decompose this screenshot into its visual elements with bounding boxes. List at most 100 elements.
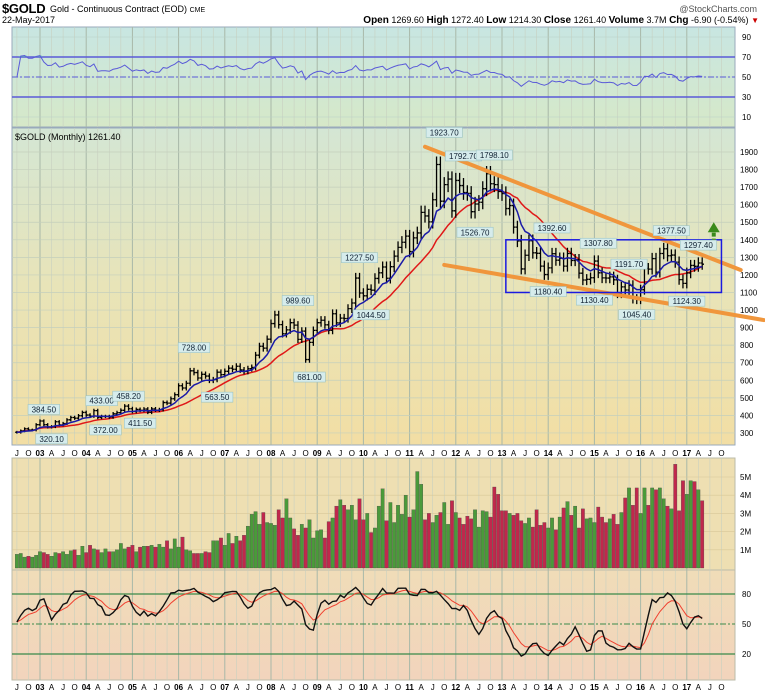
volume-bar (492, 486, 497, 569)
price-annotation-box (533, 222, 571, 234)
x-axis-tick-label: J (154, 449, 158, 458)
volume-bar (469, 518, 474, 569)
bottom-x-axis-tick-label: O (164, 683, 170, 692)
bottom-x-axis-tick-label: A (511, 683, 517, 692)
volume-bar (22, 556, 27, 569)
bottom-x-axis-tick-label: 12 (451, 683, 460, 692)
price-bar (604, 272, 608, 284)
volume-bar (473, 509, 477, 569)
volume-bar (145, 546, 150, 569)
stochastic-axis-label: 80 (742, 590, 751, 599)
brand-link[interactable]: @StockCharts.com (679, 4, 757, 14)
bottom-x-axis-tick-label: 16 (636, 683, 645, 692)
volume-bar (446, 524, 450, 569)
stochastic-axis-label: 20 (742, 650, 751, 659)
volume-bar (153, 546, 158, 569)
bottom-x-axis-tick-label: O (534, 683, 540, 692)
volume-bar (523, 523, 527, 569)
price-annotation-box (425, 127, 463, 138)
volume-bar (226, 533, 231, 569)
price-bar (257, 342, 262, 359)
volume-bar (457, 517, 462, 569)
volume-bar (207, 552, 212, 569)
volume-bar (184, 549, 189, 569)
volume-bar (284, 498, 289, 569)
x-axis-tick-label: A (696, 449, 702, 458)
bottom-x-axis-tick-label: J (523, 683, 527, 692)
volume-bar (92, 548, 96, 569)
price-axis-label: 500 (740, 394, 754, 403)
volume-bar (319, 529, 323, 569)
volume-bar (249, 514, 254, 569)
volume-bar (403, 495, 408, 569)
price-axis-label: 800 (740, 341, 754, 350)
bottom-x-axis-tick-label: A (234, 683, 240, 692)
volume-bar (500, 510, 504, 569)
bottom-x-axis-tick-label: J (662, 683, 666, 692)
bottom-x-axis-tick-label: A (326, 683, 332, 692)
volume-axis-label: 1M (740, 546, 751, 555)
price-annotation-box (456, 226, 494, 238)
x-axis-tick-label: O (303, 449, 309, 458)
price-axis-label: 300 (740, 429, 754, 438)
x-axis-tick-label: A (603, 449, 609, 458)
volume-bar (219, 537, 223, 569)
volume-axis-label: 5M (740, 473, 751, 482)
bottom-x-axis-tick-label: J (15, 683, 19, 692)
volume-bar (49, 556, 54, 569)
price-bar (661, 242, 666, 260)
volume-bar (61, 551, 65, 569)
volume-bar (84, 552, 89, 569)
x-axis-tick-label: 04 (82, 449, 91, 458)
price-annotation-box (281, 295, 315, 306)
price-annotation: 1044.50 (357, 311, 386, 320)
volume-bar (477, 526, 481, 569)
price-bar (365, 284, 370, 301)
price-annotation-box (575, 294, 613, 306)
x-axis-tick-label: O (534, 449, 540, 458)
price-bar (534, 246, 539, 260)
bottom-x-axis-tick-label: O (118, 683, 124, 692)
price-annotation: 433.00 (89, 397, 114, 406)
price-bar (226, 365, 231, 375)
volume-bar (573, 505, 578, 569)
price-bar (415, 226, 420, 245)
price-annotation: 384.50 (32, 405, 57, 414)
x-axis-tick-label: O (210, 449, 216, 458)
bottom-x-axis-tick-label: 03 (36, 683, 45, 692)
x-axis-tick-label: J (431, 449, 435, 458)
price-annotation-box (679, 239, 717, 251)
x-axis-tick-label: J (200, 449, 204, 458)
volume-bar (34, 555, 39, 569)
stochastic-panel (11, 569, 736, 681)
x-axis-tick-label: A (511, 449, 517, 458)
bottom-x-axis-tick-label: O (72, 683, 78, 692)
price-annotation: 1124.30 (673, 297, 702, 306)
bottom-x-axis-tick-label: J (385, 683, 389, 692)
volume-bar (519, 520, 524, 569)
bottom-x-axis-tick-label: O (718, 683, 724, 692)
close-value: 1261.40 (573, 15, 607, 25)
volume-bar (338, 499, 343, 569)
volume-bar (415, 471, 420, 569)
volume-bar (334, 505, 339, 569)
volume-bar (68, 550, 73, 569)
x-axis-tick-label: A (649, 449, 655, 458)
volume-bar (15, 554, 19, 569)
x-axis-tick-label: 15 (590, 449, 599, 458)
volume-bar (604, 522, 608, 569)
price-bar (434, 156, 439, 207)
rsi-axis-label: 30 (742, 93, 751, 102)
price-bar (480, 181, 485, 210)
x-axis-tick-label: O (256, 449, 262, 458)
x-axis-tick-label: J (523, 449, 527, 458)
price-axis-label: 1400 (740, 236, 758, 245)
volume-bar (550, 517, 554, 569)
price-bar (519, 234, 524, 275)
price-annotation-box (112, 390, 145, 402)
price-annotation: 1377.50 (657, 227, 686, 236)
price-bar (665, 242, 670, 262)
volume-bar (569, 515, 574, 569)
price-bar (384, 261, 389, 284)
